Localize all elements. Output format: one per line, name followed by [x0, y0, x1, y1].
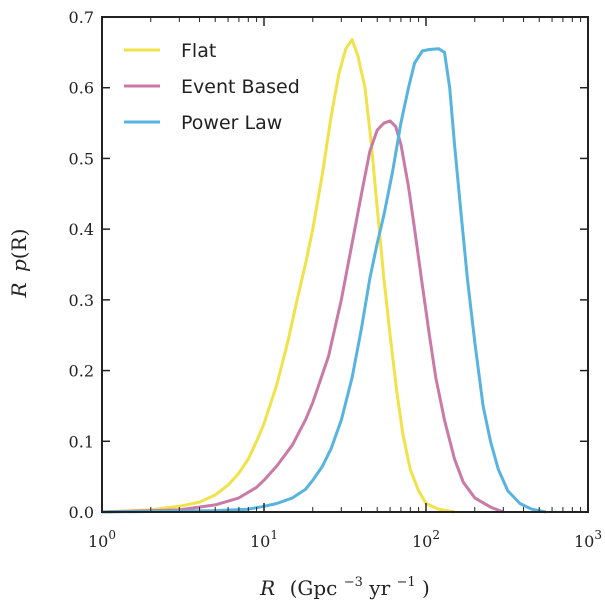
legend-label-1: Event Based [181, 76, 300, 98]
series-layer [101, 38, 547, 514]
x-tick-label: 101 [250, 528, 278, 551]
legend: Flat Event Based Power Law [124, 40, 300, 134]
axes-frame [101, 16, 589, 513]
y-tick-label: 0.1 [69, 432, 94, 451]
y-tick-label: 0.4 [69, 220, 94, 239]
y-tick-label: 0.7 [69, 8, 94, 27]
x-tick-label: 100 [88, 528, 116, 551]
y-axis-label: R p(R) [7, 229, 31, 299]
y-tick-label: 0.2 [69, 362, 94, 381]
legend-label-0: Flat [181, 40, 216, 62]
series-line-2 [101, 47, 547, 514]
x-tick-label: 102 [412, 528, 440, 551]
y-tick-label: 0.0 [69, 503, 94, 522]
x-tick-label: 103 [574, 528, 602, 551]
y-tick-label: 0.5 [69, 149, 94, 168]
series-line-1 [101, 119, 504, 514]
plot-area [102, 17, 588, 512]
legend-label-2: Power Law [181, 112, 282, 134]
y-tick-label: 0.3 [69, 291, 94, 310]
x-axis-label: R (Gpc −3 yr −1 ) [259, 567, 430, 600]
y-tick-label: 0.6 [69, 79, 94, 98]
series-line-0 [101, 38, 455, 514]
axes-layer: 0.0 0.1 0.2 0.3 0.4 0.5 0.6 0.7 100 101 102 103 [69, 8, 602, 551]
plot-background [102, 17, 588, 512]
